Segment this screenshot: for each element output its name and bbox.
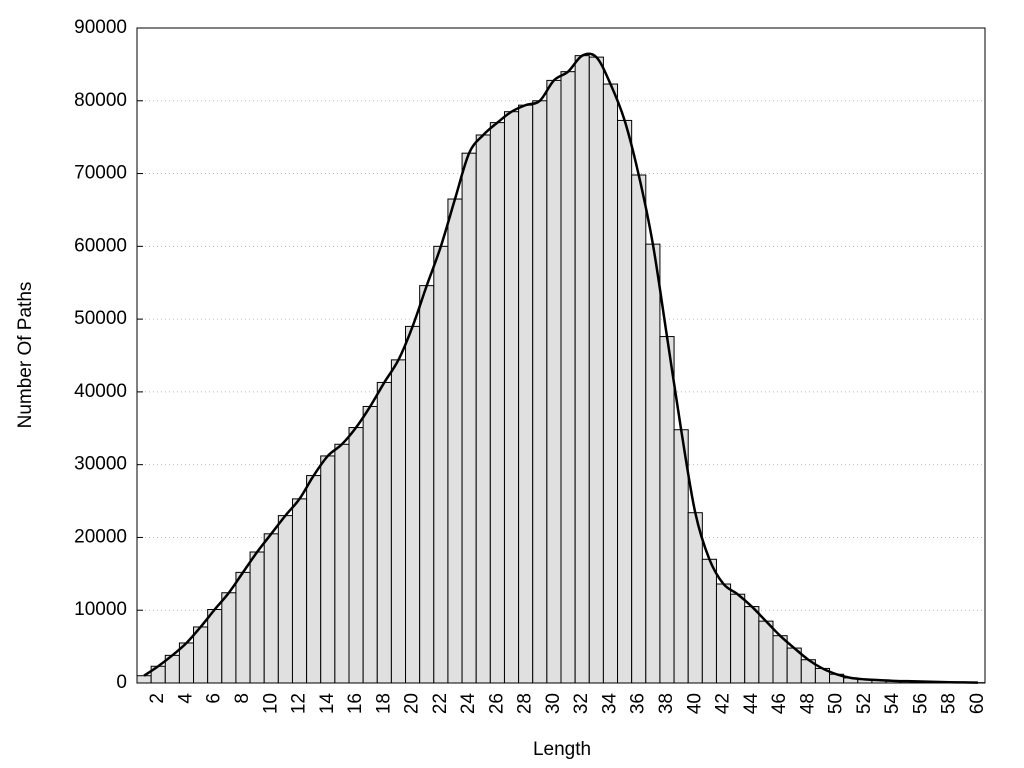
x-tick-label: 46 [769,693,790,714]
x-tick-label: 34 [599,693,620,715]
bar [715,583,732,684]
bar [518,104,534,684]
x-tick-label: 40 [684,693,705,714]
bar [136,675,152,684]
x-tick-label: 58 [939,693,960,714]
y-tick-label: 90000 [74,17,127,38]
x-tick-label: 56 [910,693,931,714]
x-tick-label: 12 [289,693,310,714]
bar [560,71,576,684]
y-tick-label: 50000 [74,308,127,329]
density-curve [143,52,978,684]
y-tick-label: 30000 [74,454,127,475]
bar [617,119,633,684]
bar [447,198,463,684]
y-tick-label: 40000 [74,381,127,402]
x-tick-label: 14 [317,693,338,715]
bar [419,285,435,684]
bar [249,551,265,684]
bar [433,245,449,684]
bar [193,626,209,684]
x-tick-label: 4 [175,693,196,704]
bar [475,134,491,684]
bar [659,336,675,684]
x-tick-label: 18 [373,693,394,714]
x-tick-label: 24 [458,693,479,715]
bar [503,111,520,684]
y-tick-label: 60000 [74,235,127,256]
x-tick-label: 10 [260,693,281,714]
bar [306,475,322,684]
x-tick-label: 36 [628,693,649,714]
bar [687,512,703,684]
y-tick-label: 10000 [74,599,127,620]
plot-frame [136,27,986,684]
y-axis-title: Number Of Paths [15,282,36,429]
x-tick-label: 6 [204,693,225,704]
x-tick-label: 22 [430,693,451,714]
bar [263,533,279,684]
x-tick-label: 48 [797,693,818,714]
x-tick-label: 26 [486,693,507,714]
bar [701,558,717,684]
bar [645,243,661,684]
bar [574,55,590,684]
x-tick-label: 50 [826,693,847,714]
bar [362,405,378,684]
x-tick-label: 52 [854,693,875,714]
bar [235,571,251,684]
x-tick-label: 38 [656,693,677,714]
bar [348,427,364,684]
x-axis-title: Length [533,739,591,760]
x-tick-label: 60 [967,693,988,714]
bar [320,455,336,684]
y-tick-label: 0 [116,672,127,693]
bar [546,79,562,684]
x-tick-label: 30 [543,693,564,714]
x-tick-label: 28 [515,693,536,714]
bar [730,593,746,684]
x-tick-label: 42 [713,693,734,714]
bar [631,174,647,684]
bar [221,592,237,684]
bar [602,83,619,684]
bar [489,122,505,684]
bar [291,498,308,684]
bar [207,608,223,684]
bar [532,100,548,684]
bar [376,381,392,684]
x-tick-label: 8 [232,693,253,704]
x-tick-label: 20 [402,693,423,714]
bar [758,620,774,684]
x-tick-label: 54 [882,693,903,715]
bar [772,635,788,684]
bar [588,56,604,684]
bar [405,325,421,684]
y-tick-label: 70000 [74,163,127,184]
y-tick-label: 80000 [74,90,127,111]
bar [390,359,407,684]
x-tick-label: 2 [147,693,168,704]
bar [461,152,477,684]
x-tick-label: 44 [741,693,762,715]
bar [744,606,760,684]
y-tick-label: 20000 [74,526,127,547]
bar [334,443,350,684]
x-tick-label: 16 [345,693,366,714]
x-tick-label: 32 [571,693,592,714]
bar [277,515,293,684]
